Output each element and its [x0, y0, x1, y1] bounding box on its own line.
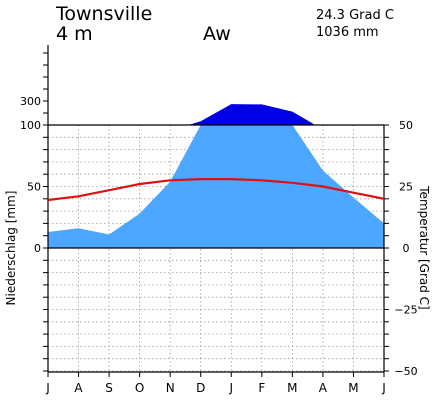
month-label: M [287, 381, 297, 395]
month-label: N [166, 381, 175, 395]
month-label: J [228, 381, 233, 395]
right-tick-label: −25 [394, 304, 417, 317]
month-label: A [319, 381, 328, 395]
precipitation-area [48, 125, 384, 248]
precipitation-excess-area [188, 104, 316, 125]
month-label: D [196, 381, 205, 395]
mean-temperature: 24.3 Grad C [316, 8, 394, 23]
right-tick-label: −50 [394, 365, 417, 378]
right-tick-label: 25 [399, 181, 413, 194]
left-tick-label: 100 [20, 119, 41, 132]
temperature-line-group [47, 178, 385, 202]
month-label: O [135, 381, 144, 395]
month-label: S [105, 381, 113, 395]
y-axis-label-right: Temperatur [Grad C] [417, 185, 431, 309]
temperature-line [47, 178, 385, 202]
annual-precipitation: 1036 mm [316, 25, 379, 40]
right-tick-label: 0 [403, 242, 410, 255]
axis-ticks [43, 52, 389, 377]
month-label: F [258, 381, 265, 395]
axis-labels: 0 50 100 300 50 25 0 −25 −50 J A S O N D J F M A M J [20, 95, 418, 395]
month-label: J [45, 381, 50, 395]
station-name: Townsville [55, 3, 152, 25]
y-axis-label-left: Niederschlag [mm] [4, 191, 18, 306]
precipitation-areas [48, 104, 384, 248]
month-label: M [348, 381, 358, 395]
right-tick-label: 50 [399, 119, 413, 132]
station-elevation: 4 m [56, 23, 93, 45]
month-label: J [381, 381, 386, 395]
left-tick-label: 300 [20, 95, 41, 108]
left-tick-label: 50 [27, 181, 41, 194]
month-label: A [74, 381, 83, 395]
left-tick-label: 0 [34, 242, 41, 255]
climate-classification: Aw [203, 23, 231, 45]
